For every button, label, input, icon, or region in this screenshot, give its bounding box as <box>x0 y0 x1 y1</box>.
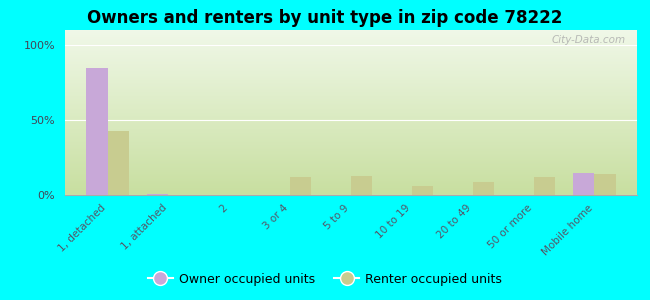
Bar <box>147 194 168 195</box>
Bar <box>108 130 129 195</box>
Bar <box>473 182 494 195</box>
Text: Owners and renters by unit type in zip code 78222: Owners and renters by unit type in zip c… <box>87 9 563 27</box>
Bar <box>573 172 594 195</box>
Bar <box>351 176 372 195</box>
Text: City-Data.com: City-Data.com <box>551 35 625 45</box>
Bar <box>86 68 108 195</box>
Bar <box>534 177 555 195</box>
Legend: Owner occupied units, Renter occupied units: Owner occupied units, Renter occupied un… <box>143 268 507 291</box>
Bar <box>594 174 616 195</box>
Bar <box>412 186 433 195</box>
Bar <box>290 177 311 195</box>
